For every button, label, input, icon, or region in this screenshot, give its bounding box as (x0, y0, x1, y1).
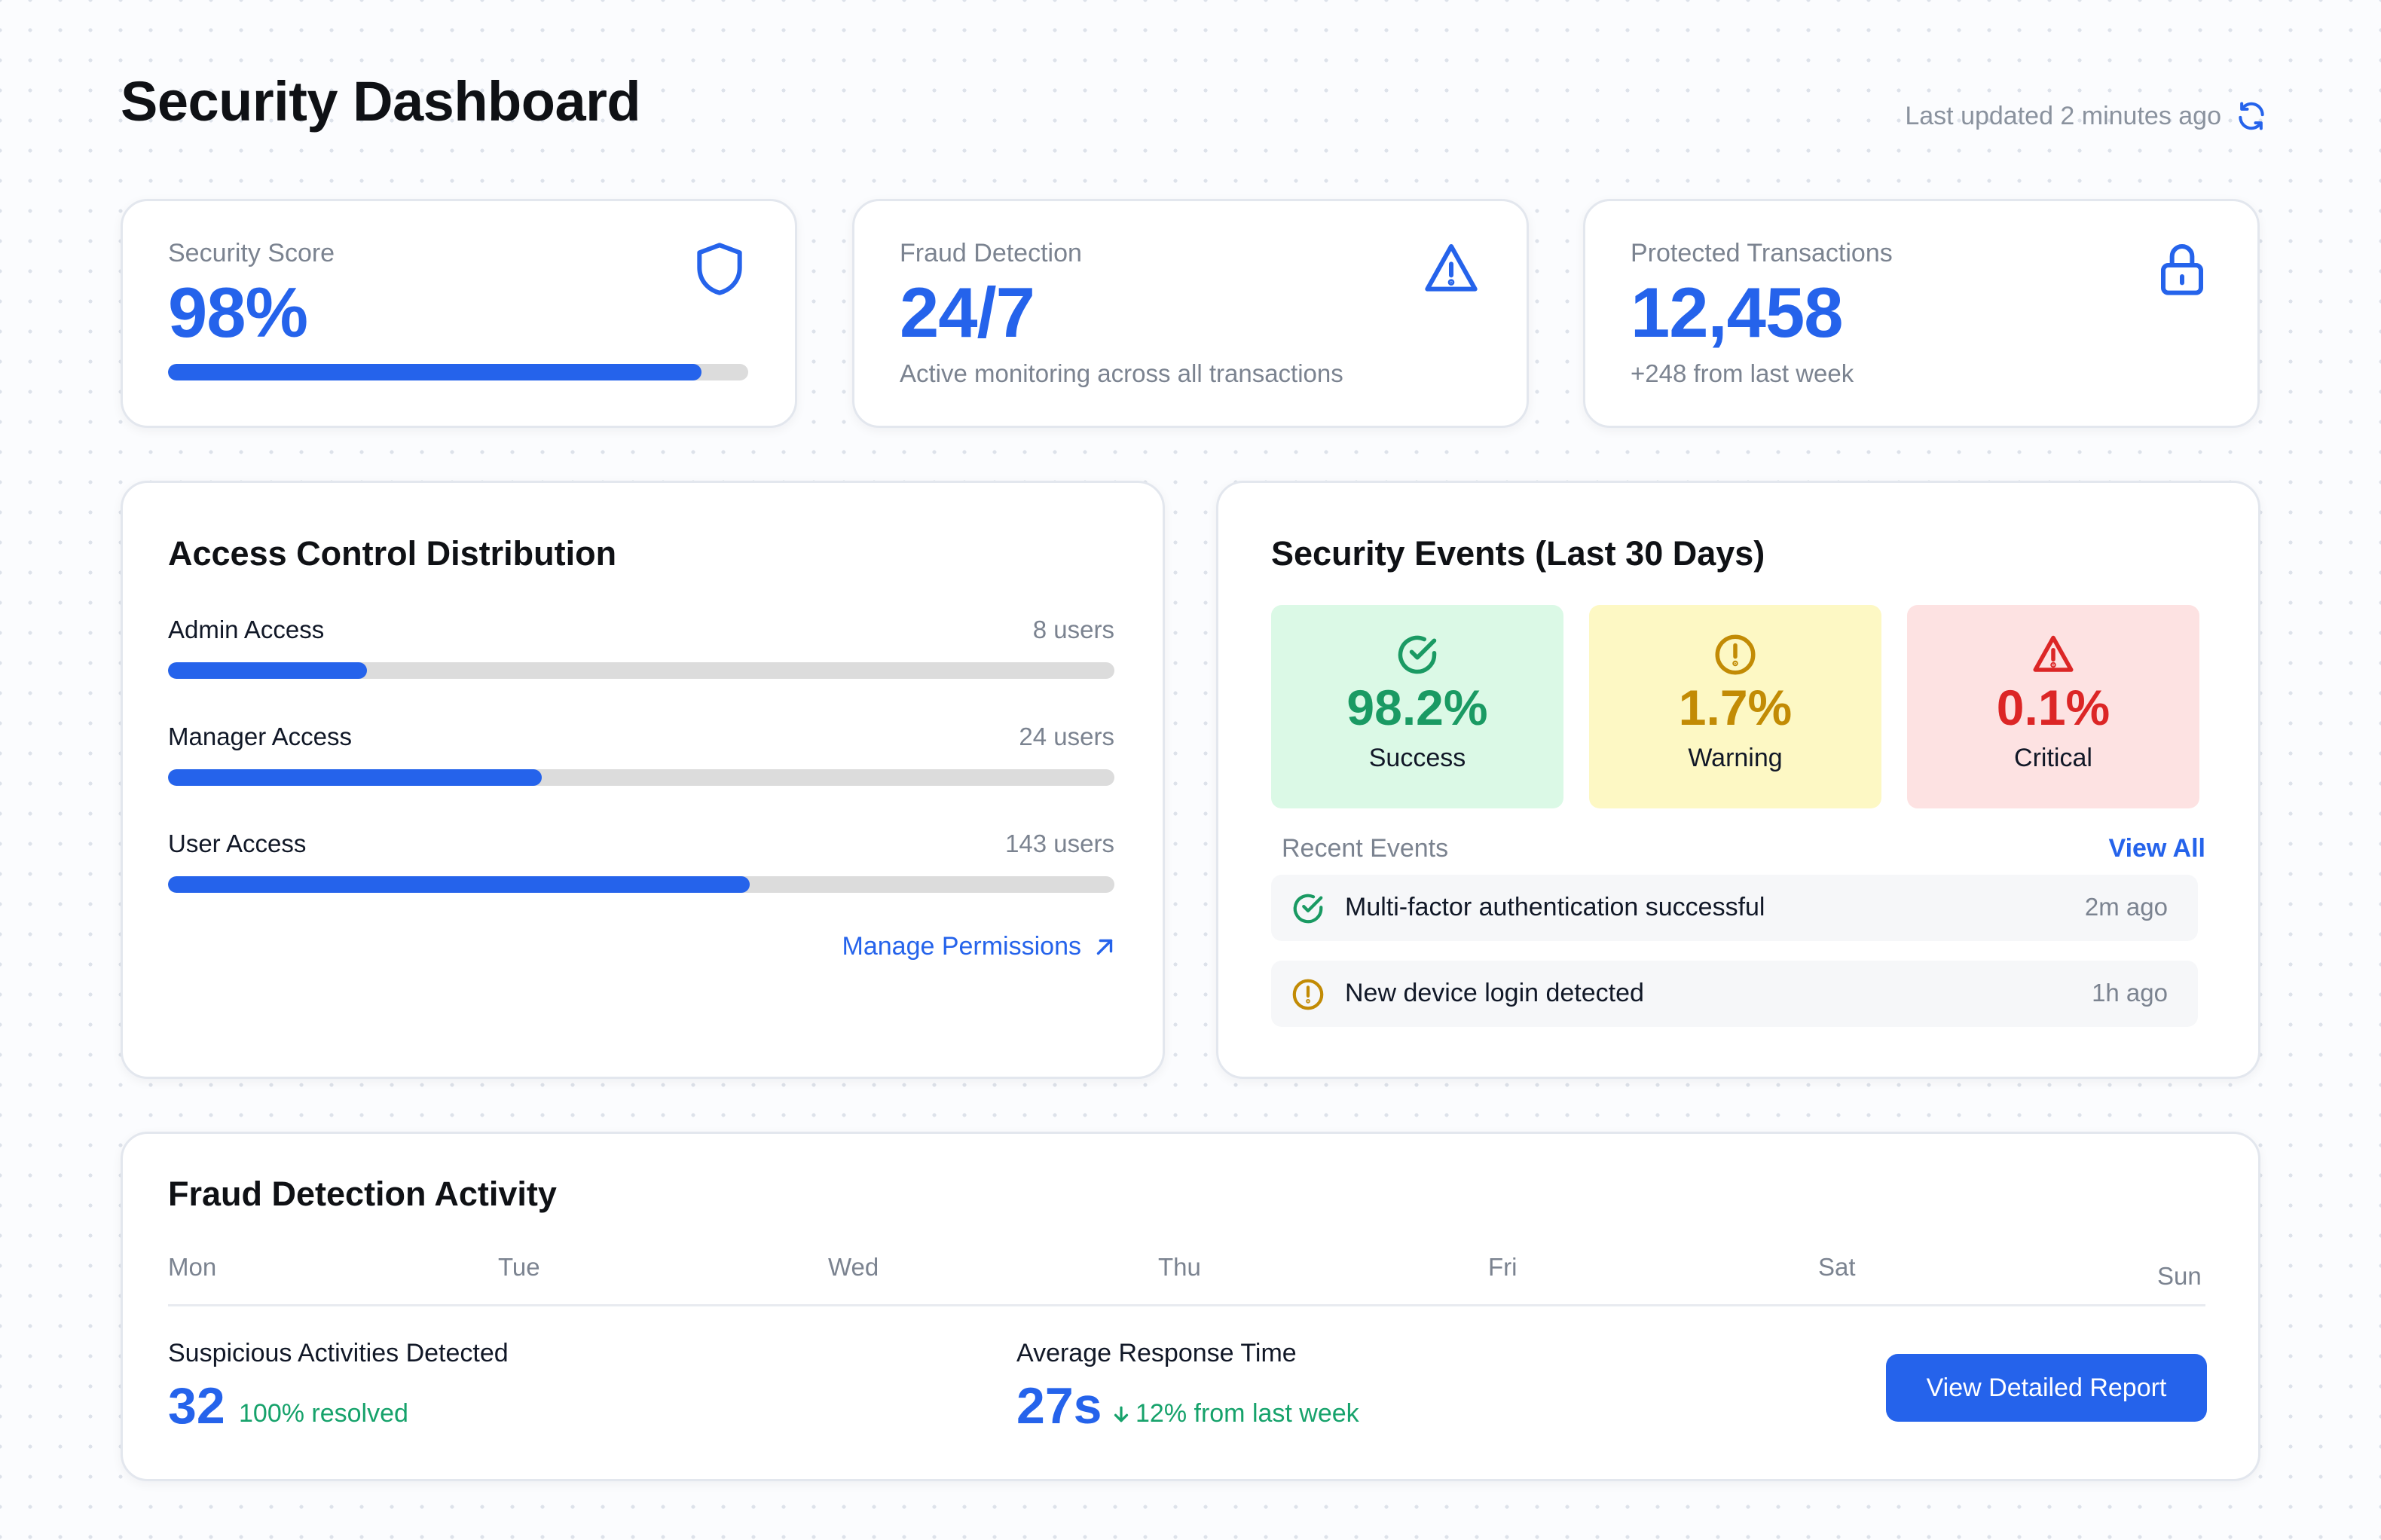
check-circle-icon (1293, 894, 1323, 924)
security-score-bar (168, 364, 748, 380)
tile-label: Success (1368, 744, 1466, 772)
response-trend-text: 12% from last week (1135, 1399, 1359, 1428)
day-label-thu: Thu (1158, 1253, 1201, 1281)
stat-value: 98% (168, 273, 308, 352)
security-score-card: Security Score 98% (121, 199, 797, 428)
role-bar-fill (168, 662, 367, 679)
role-name: Manager Access (168, 723, 352, 750)
event-text: New device login detected (1345, 979, 1644, 1007)
tile-label: Warning (1688, 744, 1783, 772)
role-bar (168, 662, 1114, 679)
view-detailed-report-button[interactable]: View Detailed Report (1886, 1354, 2207, 1422)
divider (168, 1304, 2205, 1306)
access-row-manager: Manager Access 24 users (168, 723, 1114, 786)
check-circle-icon (1398, 635, 1437, 674)
day-label-tue: Tue (498, 1253, 540, 1281)
fraud-detection-card: Fraud Detection 24/7 Active monitoring a… (852, 199, 1529, 428)
event-time: 2m ago (2084, 893, 2168, 921)
protected-transactions-card: Protected Transactions 12,458 +248 from … (1583, 199, 2260, 428)
day-label-sun: Sun (2157, 1262, 2202, 1290)
role-count: 143 users (1005, 830, 1114, 857)
event-text: Multi-factor authentication successful (1345, 893, 1765, 921)
role-count: 24 users (1019, 723, 1114, 750)
role-count: 8 users (1032, 616, 1114, 643)
success-tile: 98.2% Success (1271, 605, 1563, 808)
day-label-sat: Sat (1818, 1253, 1856, 1281)
response-time-label: Average Response Time (1016, 1339, 1297, 1367)
role-bar (168, 876, 1114, 893)
last-updated: Last updated 2 minutes ago (1905, 99, 2268, 133)
alert-circle-icon (1292, 979, 1324, 1010)
day-label-fri: Fri (1488, 1253, 1518, 1281)
alert-triangle-icon (2033, 635, 2074, 672)
tile-value: 0.1% (1996, 680, 2111, 735)
section-title: Access Control Distribution (168, 534, 617, 573)
day-label-wed: Wed (828, 1253, 879, 1281)
section-title: Fraud Detection Activity (168, 1175, 557, 1213)
arrow-up-right-icon (1096, 939, 1113, 955)
access-control-card: Access Control Distribution Admin Access… (121, 481, 1165, 1079)
stat-value: 12,458 (1631, 273, 1844, 352)
role-bar-fill (168, 876, 750, 893)
tile-value: 1.7% (1678, 680, 1793, 735)
suspicious-activities-label: Suspicious Activities Detected (168, 1339, 509, 1367)
security-score-fill (168, 364, 702, 380)
event-row[interactable]: New device login detected 1h ago (1271, 961, 2198, 1027)
page-title: Security Dashboard (121, 70, 641, 133)
event-time: 1h ago (2092, 979, 2168, 1007)
role-bar (168, 769, 1114, 786)
tile-value: 98.2% (1346, 680, 1488, 735)
manage-permissions-label: Manage Permissions (842, 932, 1081, 961)
suspicious-activities-value: 32 (168, 1377, 225, 1435)
tile-label: Critical (2014, 744, 2092, 772)
manage-permissions-link[interactable]: Manage Permissions (842, 932, 1117, 961)
last-updated-text: Last updated 2 minutes ago (1905, 101, 2221, 130)
event-row[interactable]: Multi-factor authentication successful 2… (1271, 875, 2198, 941)
stat-label: Fraud Detection (900, 239, 1082, 267)
resolved-note: 100% resolved (239, 1399, 408, 1428)
section-title: Security Events (Last 30 Days) (1271, 534, 1765, 573)
warning-tile: 1.7% Warning (1589, 605, 1881, 808)
refresh-icon[interactable] (2235, 99, 2268, 133)
view-all-link[interactable]: View All (2108, 834, 2206, 863)
response-trend: 12% from last week (1110, 1399, 1359, 1428)
stat-subtitle: Active monitoring across all transaction… (900, 359, 1343, 387)
role-name: Admin Access (168, 616, 325, 643)
access-row-admin: Admin Access 8 users (168, 616, 1114, 679)
alert-circle-icon (1715, 634, 1756, 675)
fraud-activity-card: Fraud Detection Activity Mon Tue Wed Thu… (121, 1132, 2260, 1481)
stat-subtitle: +248 from last week (1631, 359, 1854, 387)
role-bar-fill (168, 769, 543, 786)
day-label-mon: Mon (168, 1253, 217, 1281)
critical-tile: 0.1% Critical (1907, 605, 2199, 808)
arrow-down-icon (1114, 1406, 1129, 1422)
security-events-card: Security Events (Last 30 Days) 98.2% Suc… (1216, 481, 2260, 1079)
response-time-value: 27s (1016, 1377, 1102, 1435)
stat-label: Protected Transactions (1631, 239, 1893, 267)
alert-triangle-icon (1425, 244, 1478, 292)
lock-icon (2161, 244, 2203, 295)
stat-value: 24/7 (900, 273, 1035, 352)
access-row-user: User Access 143 users (168, 830, 1114, 893)
role-name: User Access (168, 830, 307, 857)
stat-label: Security Score (168, 239, 335, 267)
shield-icon (697, 243, 742, 295)
recent-events-label: Recent Events (1282, 834, 1449, 863)
